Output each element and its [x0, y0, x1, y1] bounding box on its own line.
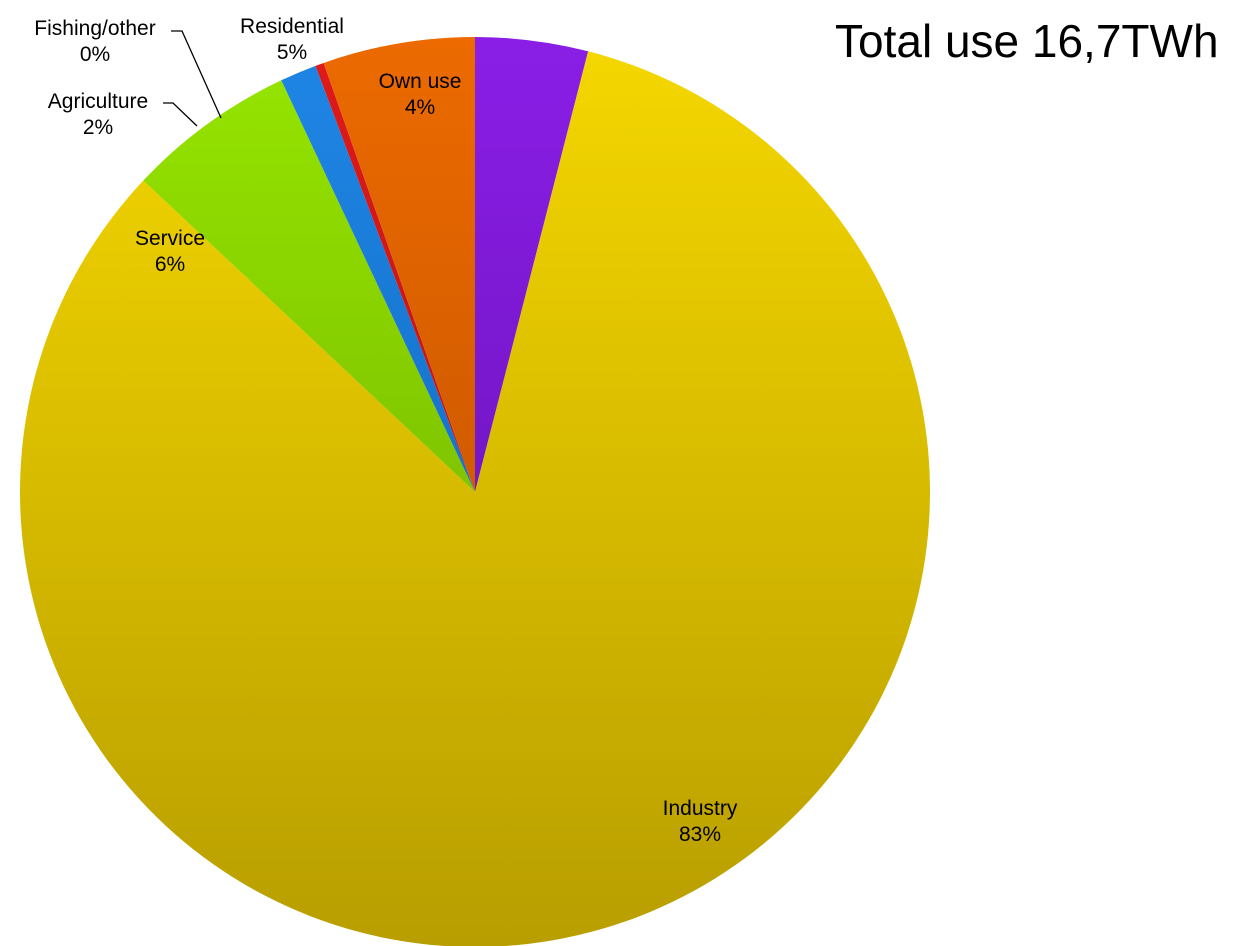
- slice-name-label-industry: Industry: [663, 797, 738, 820]
- slice-name-label-agriculture: Agriculture: [48, 90, 148, 113]
- slice-name-label-service: Service: [135, 227, 205, 250]
- slice-name-label-fishing-other: Fishing/other: [34, 17, 155, 40]
- slice-percent-label-service: 6%: [155, 253, 185, 276]
- leader-line-agriculture: [163, 102, 198, 127]
- pie-slice-fishing-other: [315, 62, 475, 493]
- pie-slice-industry: [20, 51, 930, 946]
- pie-slice-service: [143, 80, 475, 493]
- slice-percent-label-own-use: 4%: [405, 96, 435, 119]
- chart-title: Total use 16,7TWh: [835, 15, 1219, 67]
- pie-slice-agriculture: [281, 65, 475, 492]
- slice-percent-label-agriculture: 2%: [83, 116, 113, 139]
- slice-name-label-residential: Residential: [240, 15, 344, 38]
- slice-percent-label-industry: 83%: [679, 823, 721, 846]
- pie-slice-own-use: [475, 37, 589, 492]
- slice-name-label-own-use: Own use: [379, 70, 462, 93]
- pie-slice-residential: [323, 37, 475, 492]
- leader-line-fishing-other: [171, 30, 222, 119]
- slice-percent-label-residential: 5%: [277, 41, 307, 64]
- slice-percent-label-fishing-other: 0%: [80, 43, 110, 66]
